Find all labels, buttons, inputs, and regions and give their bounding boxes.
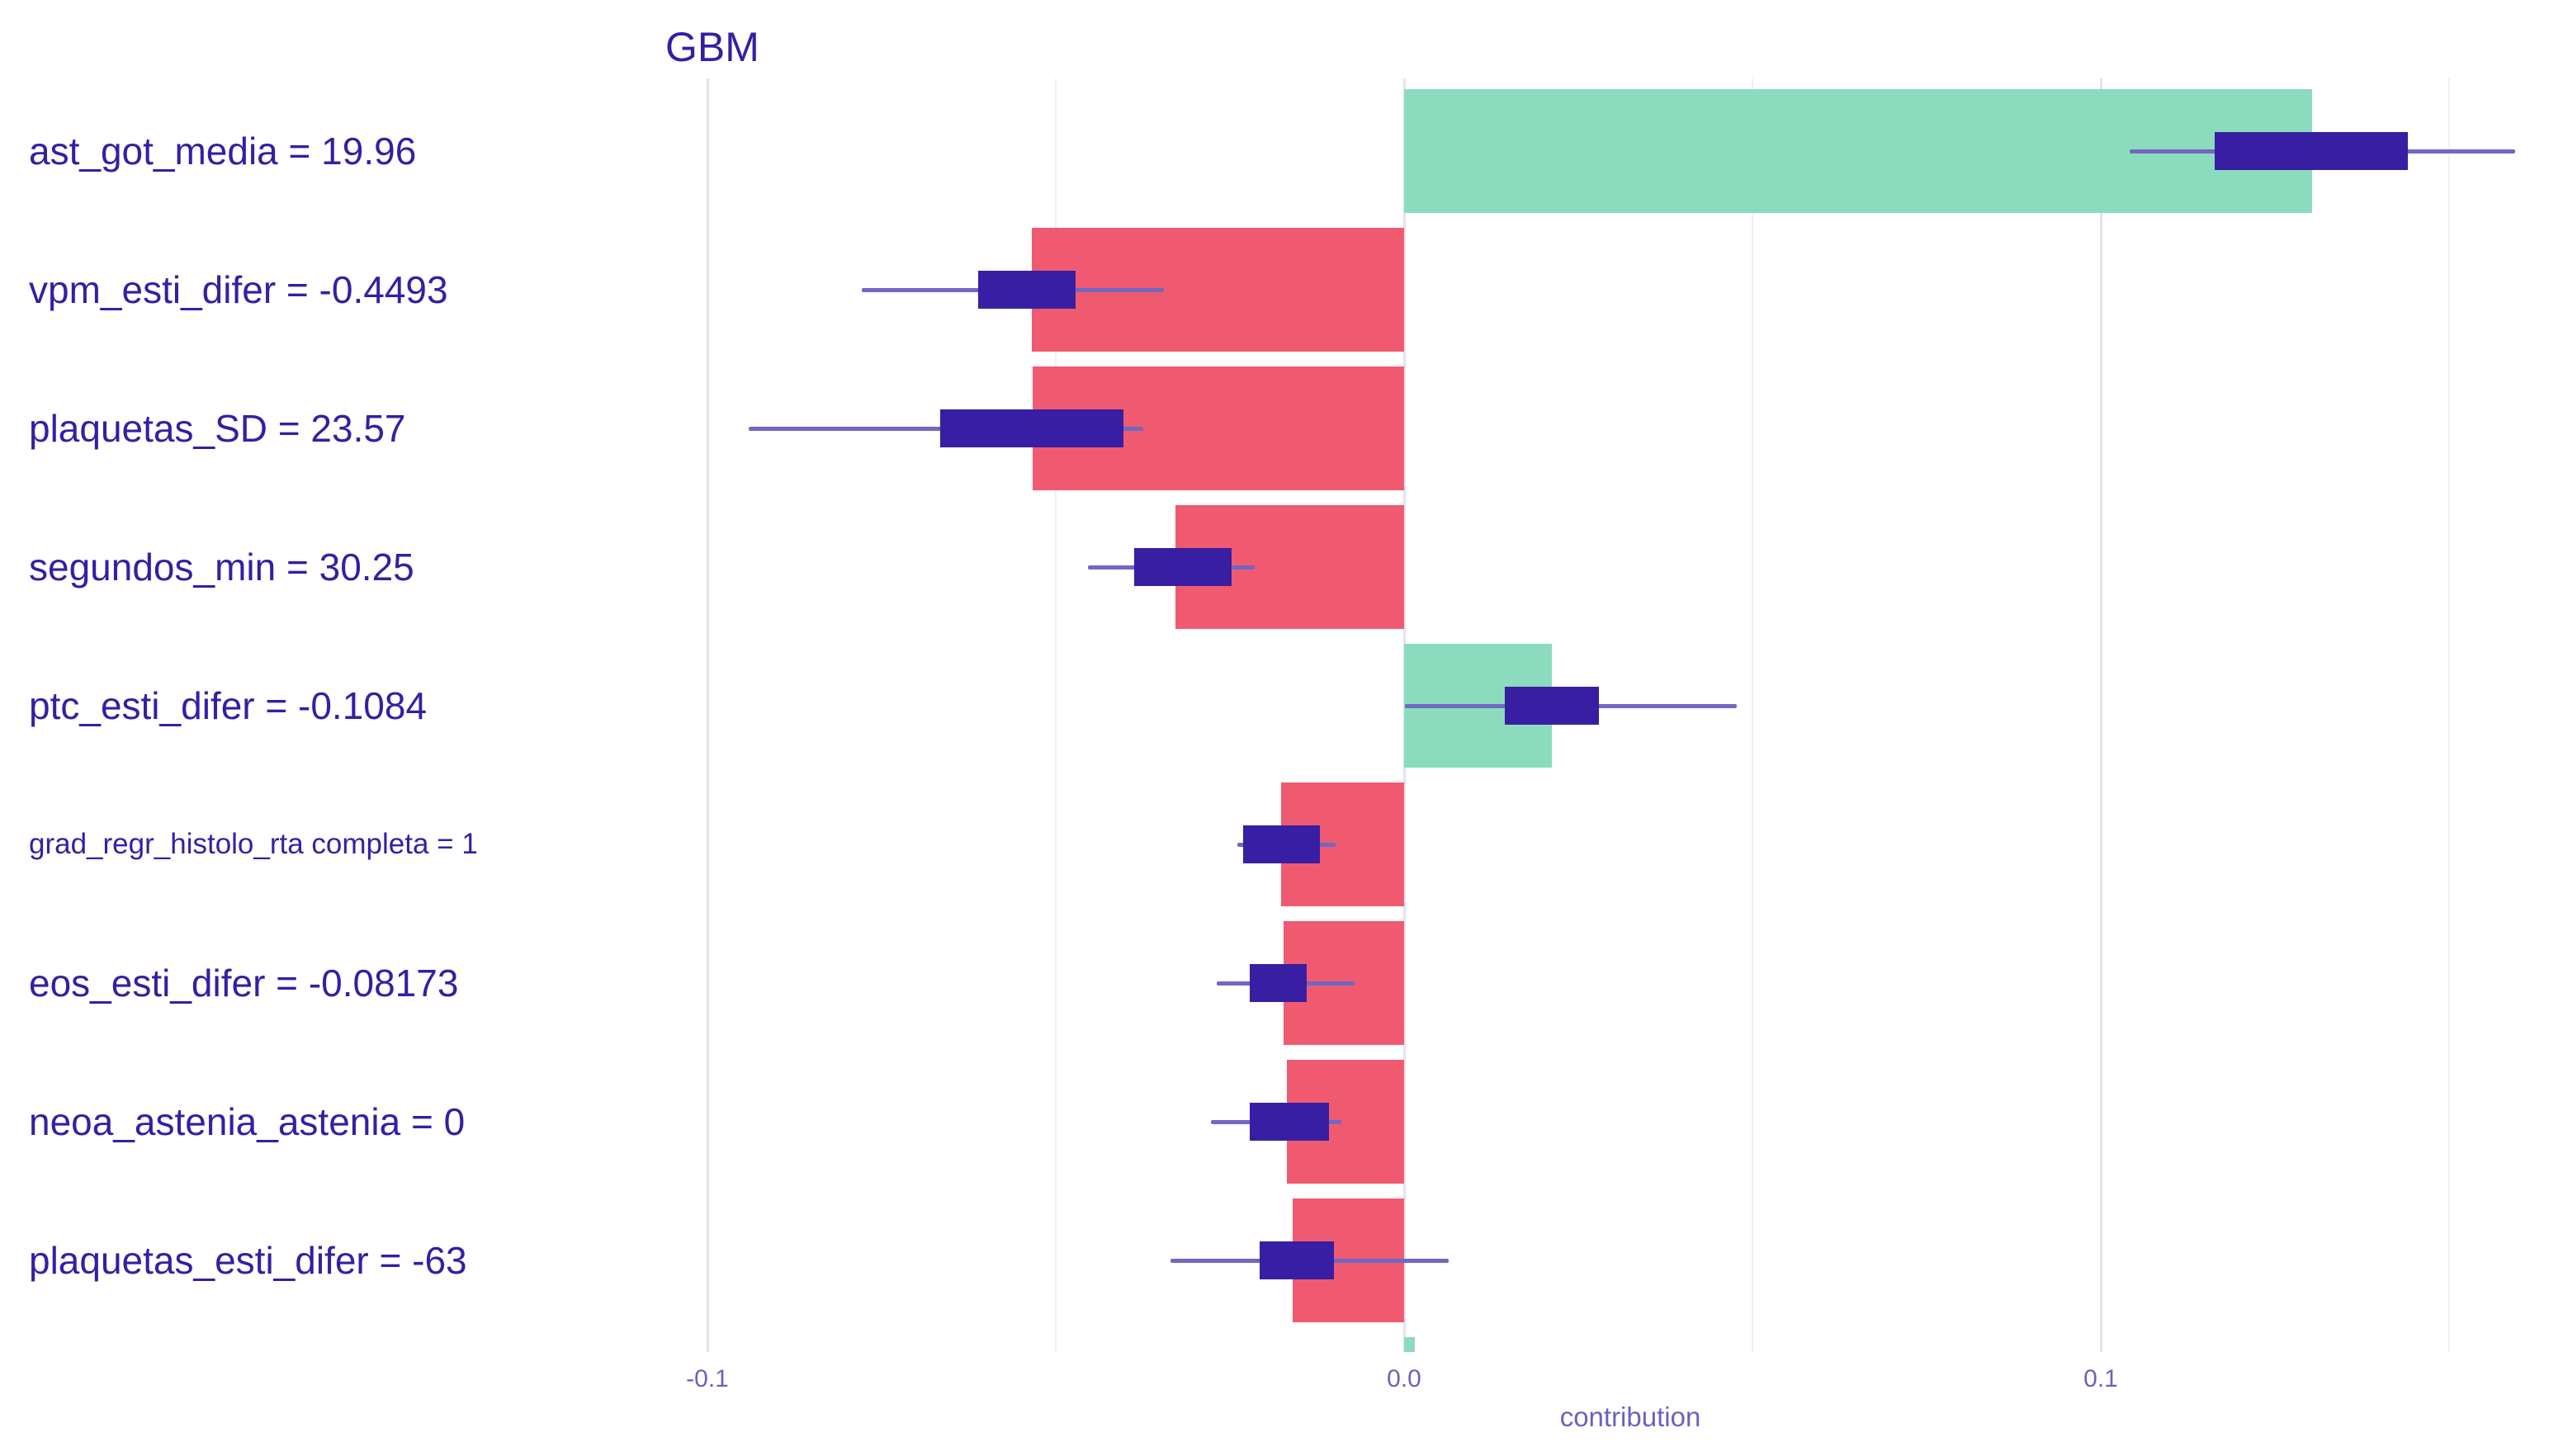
feature-label: vpm_esti_difer = -0.4493	[29, 268, 448, 311]
feature-label: grad_regr_histolo_rta completa = 1	[29, 828, 478, 860]
feature-label: plaquetas_esti_difer = -63	[29, 1239, 467, 1282]
feature-label: plaquetas_SD = 23.57	[29, 407, 406, 450]
feature-label: ast_got_media = 19.96	[29, 130, 417, 173]
boxplot-box	[1249, 1103, 1329, 1141]
gridline-major	[2099, 78, 2102, 1352]
x-tick-label: 0.1	[2083, 1365, 2118, 1392]
cutoff-next-bar	[1404, 1337, 1415, 1352]
boxplot-box	[1134, 548, 1232, 586]
feature-label: segundos_min = 30.25	[29, 546, 414, 589]
gridline-minor	[1055, 78, 1057, 1352]
boxplot-box	[1249, 964, 1307, 1002]
boxplot-box	[1243, 825, 1320, 863]
boxplot-box	[2214, 132, 2409, 170]
boxplot-box	[1505, 687, 1600, 725]
boxplot-box	[939, 409, 1123, 447]
boxplot-box	[978, 271, 1076, 309]
gridline-minor	[2448, 78, 2450, 1352]
x-axis-title: contribution	[1559, 1402, 1701, 1432]
feature-label: ptc_esti_difer = -0.1084	[29, 684, 428, 727]
feature-label: eos_esti_difer = -0.08173	[29, 962, 459, 1005]
feature-label: neoa_astenia_astenia = 0	[29, 1100, 466, 1143]
gridline-minor	[1752, 78, 1753, 1352]
gridline-major	[706, 78, 709, 1352]
x-tick-label: 0.0	[1387, 1365, 1421, 1392]
x-tick-label: -0.1	[686, 1365, 729, 1392]
boxplot-box	[1260, 1241, 1334, 1279]
plot-title: GBM	[665, 24, 759, 70]
